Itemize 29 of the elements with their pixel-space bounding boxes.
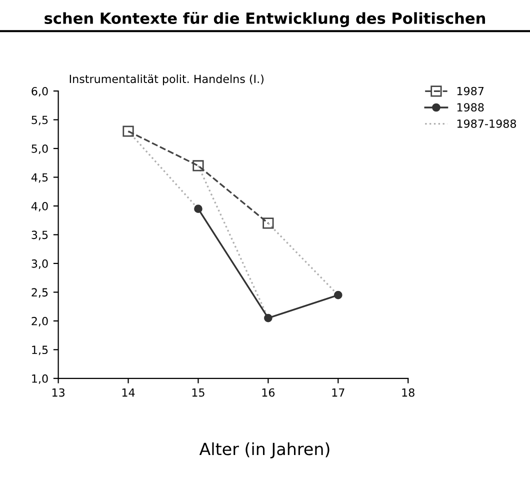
y-tick-label: 4,0 [31, 202, 48, 212]
x-tick-label: 13 [52, 388, 64, 397]
chart-title: schen Kontexte für die Entwicklung des Politischen [44, 12, 485, 28]
legend-label: 1988 [457, 103, 484, 112]
x-tick-label: 15 [192, 388, 204, 397]
point [334, 290, 342, 300]
x-tick-label: 14 [122, 388, 135, 397]
y-tick-label: 3,0 [32, 259, 48, 269]
y-tick-label: 5,5 [32, 116, 48, 126]
point [194, 204, 202, 214]
y-tick-label: 2,5 [32, 288, 48, 298]
y-tick-label: 4,5 [31, 173, 48, 183]
y-tick-label: 6,0 [32, 86, 48, 97]
y-tick-label: 2,0 [32, 316, 48, 326]
x-tick-label: 18 [402, 388, 414, 397]
x-tick-label: 17 [332, 388, 344, 397]
legend-label: 1987-1988 [457, 119, 516, 128]
point [264, 314, 272, 322]
y-tick-label: 5,0 [32, 144, 48, 154]
y-axis-title: Instrumentalität polit. Handelns (I.) [70, 74, 264, 86]
y-tick-label: 1,5 [32, 346, 48, 356]
point [122, 126, 134, 137]
y-tick-label: 1,0 [32, 374, 48, 384]
x-axis-title: Alter (in Jahren) [199, 442, 330, 458]
x-tick-label: 16 [262, 388, 275, 397]
y-tick-label: 3,5 [32, 230, 48, 240]
point [262, 218, 274, 229]
point [192, 160, 204, 172]
legend-label: 1987 [457, 86, 484, 96]
